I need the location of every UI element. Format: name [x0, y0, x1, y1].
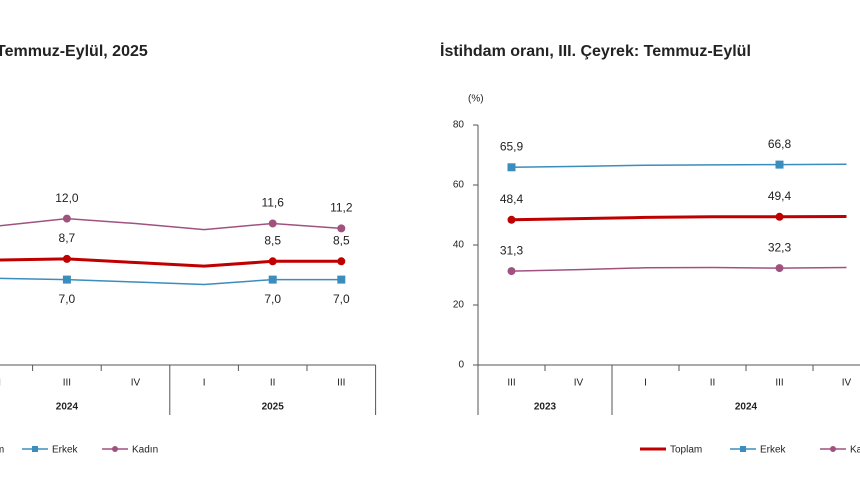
point [268, 257, 277, 266]
value-label: 11,2 [330, 201, 353, 215]
legend-label: Erkek [52, 445, 79, 456]
x-tick-label: III [337, 378, 345, 389]
point [507, 163, 516, 172]
point [775, 264, 784, 273]
chart-title: Temmuz-Eylül, 2025 [0, 43, 148, 60]
legend-marker [830, 446, 836, 452]
value-label: 66,8 [768, 137, 792, 151]
x-tick-label: II [710, 378, 716, 389]
point [337, 275, 346, 284]
point [268, 275, 277, 284]
y-tick-label: 20 [453, 300, 465, 311]
legend-marker [112, 446, 118, 452]
group-label: 2024 [56, 402, 79, 413]
value-label: 49,4 [768, 189, 792, 203]
value-label: 31,3 [500, 243, 524, 257]
value-label: 8,5 [333, 233, 350, 247]
point [62, 254, 71, 263]
point [775, 212, 784, 221]
group-label: 2023 [534, 402, 557, 413]
legend-marker [740, 446, 746, 452]
point [337, 224, 346, 233]
y-tick-label: 0 [458, 360, 464, 371]
value-label: 48,4 [500, 192, 524, 206]
value-label: 7,0 [59, 292, 76, 306]
value-label: 12,0 [55, 191, 79, 205]
x-tick-label: III [507, 378, 515, 389]
x-tick-label: II [0, 378, 1, 389]
series-line [511, 266, 847, 272]
group-label: 2024 [735, 402, 758, 413]
x-tick-label: I [203, 378, 206, 389]
point [62, 214, 71, 223]
series-line [0, 217, 342, 231]
y-axis-label: (%) [468, 94, 484, 105]
legend-label: Kadın [850, 445, 860, 456]
point [268, 219, 277, 228]
series-line [511, 215, 847, 222]
legend-label: Toplam [670, 445, 702, 456]
y-tick-label: 60 [453, 180, 465, 191]
legend-label: Erkek [760, 445, 787, 456]
x-tick-label: III [775, 378, 783, 389]
point [337, 257, 346, 266]
x-tick-label: II [270, 378, 276, 389]
point [507, 267, 516, 276]
series-line [0, 257, 342, 268]
point [507, 215, 516, 224]
x-tick-label: IV [131, 378, 141, 389]
value-label: 8,7 [59, 231, 76, 245]
value-label: 7,0 [333, 292, 350, 306]
chart-title: İstihdam oranı, III. Çeyrek: Temmuz-Eylü… [440, 42, 751, 60]
x-tick-label: IV [842, 378, 852, 389]
x-tick-label: IV [574, 378, 584, 389]
point [775, 160, 784, 169]
series-line [0, 277, 342, 286]
x-tick-label: III [63, 378, 71, 389]
point [62, 275, 71, 284]
y-tick-label: 40 [453, 240, 465, 251]
group-label: 2025 [262, 402, 285, 413]
value-label: 8,5 [264, 233, 281, 247]
series-line [511, 163, 847, 169]
legend-label: Toplam [0, 445, 4, 456]
value-label: 7,0 [264, 292, 281, 306]
x-tick-label: I [644, 378, 647, 389]
value-label: 65,9 [500, 139, 524, 153]
value-label: 32,3 [768, 240, 792, 254]
legend-label: Kadın [132, 445, 158, 456]
legend-marker [32, 446, 38, 452]
value-label: 11,6 [261, 196, 284, 210]
y-tick-label: 80 [453, 120, 465, 131]
